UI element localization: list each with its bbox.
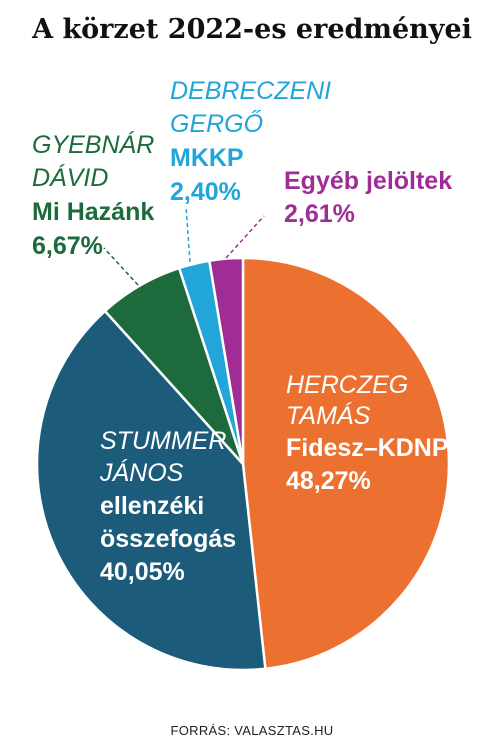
slice-label-candidate-line2: TAMÁS [286,401,371,430]
slice-label-party: Mi Hazánk [32,198,154,226]
slice-label-party-line1: ellenzéki [100,492,204,520]
slice-label-candidate-line1: STUMMER [100,427,226,455]
slice-label-value: 48,27% [286,467,371,495]
slice-label-candidate-line2: JÁNOS [99,458,184,487]
pie-slices [35,256,451,672]
slice-label-value: 2,61% [284,200,355,228]
chart-title: A körzet 2022-es eredményei [31,14,472,45]
leader-line-mi-hazank [103,247,139,286]
slice-label-party-line2: összefogás [100,525,236,553]
slice-label-candidate-line1: DEBRECZENI [170,77,331,105]
pie-slice [35,309,267,672]
slice-label-value: 2,40% [170,178,241,206]
source-note: FORRÁS: VALASZTAS.HU [171,723,334,738]
pie-slice [241,256,451,671]
slice-label-candidate-line1: HERCZEG [286,371,408,399]
slice-label-candidate-line2: GERGŐ [170,109,263,138]
slice-label-value: 40,05% [100,558,185,586]
slice-label-candidate-line1: GYEBNÁR [32,130,154,159]
slice-label-party: Fidesz–KDNP [286,434,449,462]
slice-label-candidate-line2: DÁVID [32,163,108,192]
slice-label-value: 6,67% [32,232,103,260]
slice-label-party: MKKP [170,144,244,172]
slice-label-party: Egyéb jelöltek [284,167,452,195]
leader-line-egyeb [225,215,265,259]
pie-slice [208,256,245,466]
leader-line-mkkp [185,205,191,263]
